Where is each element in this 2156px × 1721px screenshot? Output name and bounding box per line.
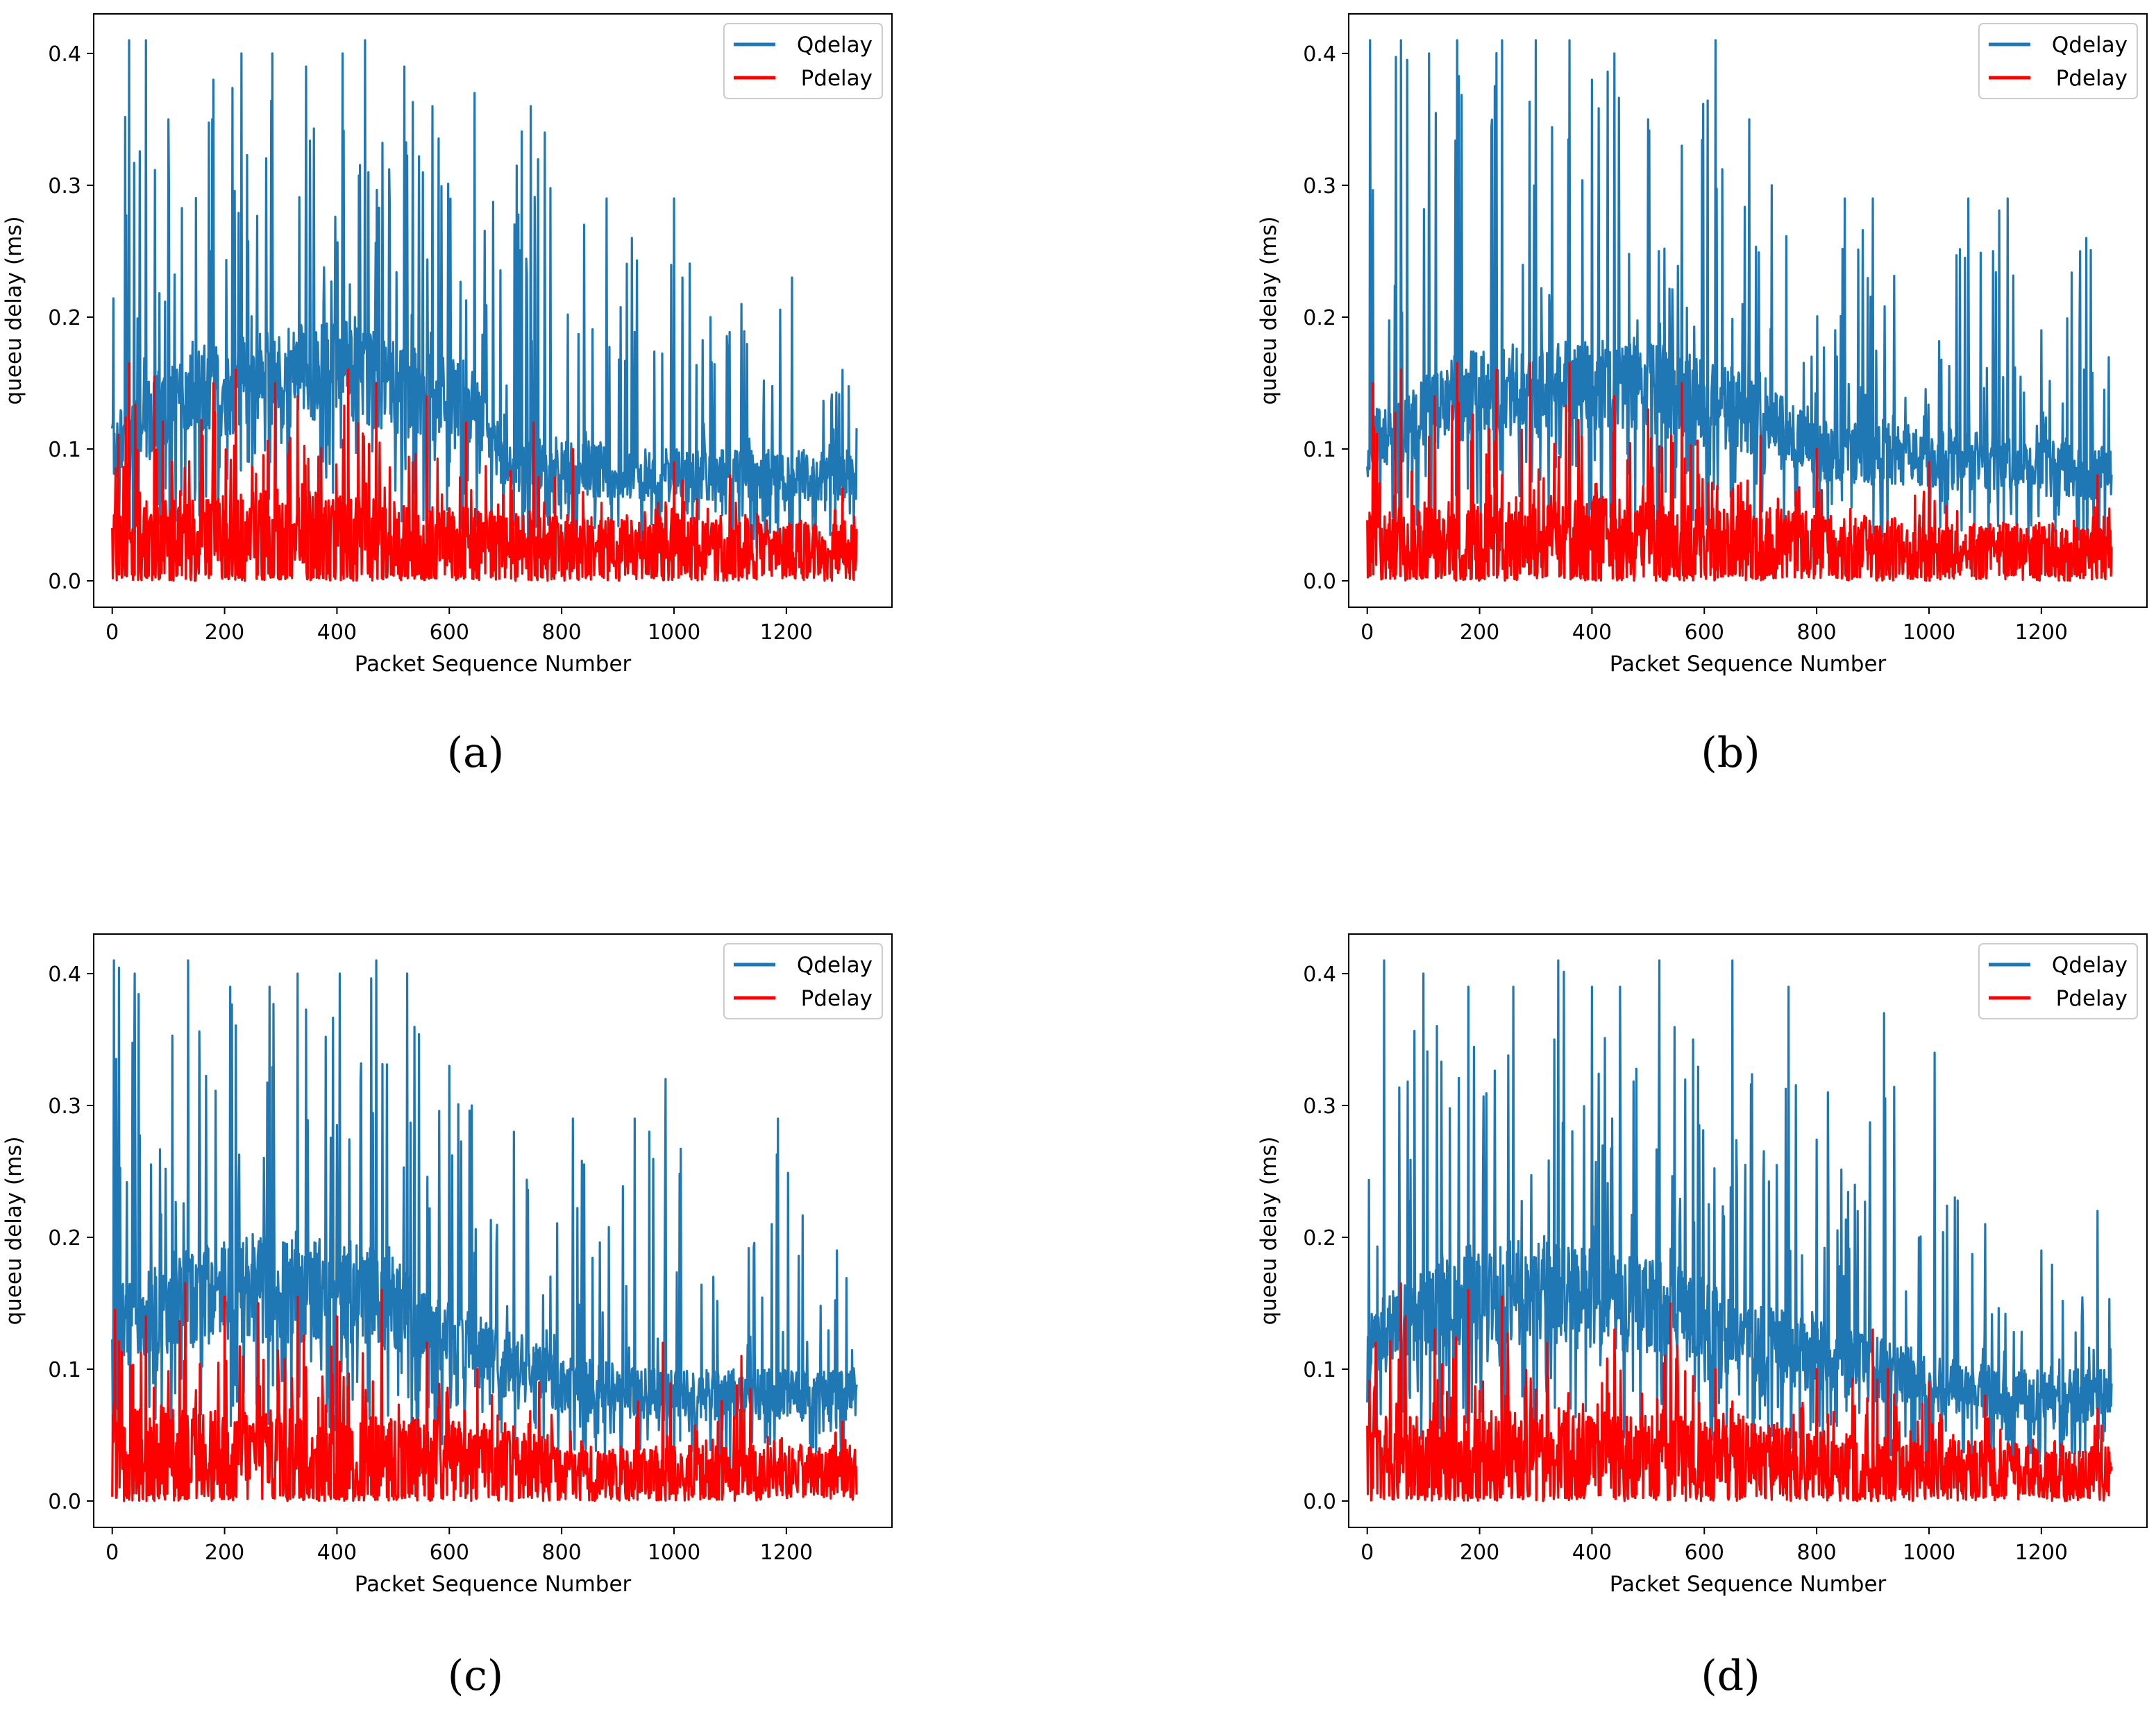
x-tick-label: 800: [542, 1541, 582, 1565]
y-tick-label: 0.4: [1303, 963, 1336, 987]
plot-area: [110, 39, 858, 582]
x-tick-label: 0: [1361, 1541, 1374, 1565]
x-tick-label: 600: [430, 1541, 469, 1565]
series-line-pdelay: [1366, 362, 2113, 582]
x-tick-label: 0: [106, 620, 119, 645]
x-tick-label: 1200: [760, 620, 813, 645]
x-tick-label: 0: [106, 1541, 119, 1565]
x-tick-label: 600: [1685, 1541, 1724, 1565]
legend-label-qdelay: Qdelay: [2052, 953, 2128, 978]
legend: Qdelay Pdelay: [1978, 23, 2138, 99]
series-line-qdelay: [111, 959, 858, 1470]
legend: Qdelay Pdelay: [723, 23, 883, 99]
legend-box: [723, 23, 883, 99]
x-tick-label: 800: [1797, 620, 1837, 645]
x-tick-label: 1200: [2015, 620, 2068, 645]
y-tick-label: 0.0: [1303, 570, 1336, 594]
x-tick-label: 200: [1460, 620, 1499, 645]
y-tick-label: 0.1: [1303, 438, 1336, 462]
y-tick-label: 0.3: [1303, 174, 1336, 198]
x-tick-label: 200: [1460, 1541, 1499, 1565]
legend-label-qdelay: Qdelay: [797, 953, 873, 978]
y-tick-label: 0.4: [48, 963, 81, 987]
axes-frame: [1348, 933, 2148, 1528]
legend-box: [1978, 23, 2138, 99]
x-tick-label: 1000: [648, 620, 700, 645]
x-tick-label: 1200: [2015, 1541, 2068, 1565]
subplot-a: 0 200 400 600 800 1000 1200 0.0 0.1 0.2 0.3 0.4 Pack…: [1, 13, 893, 777]
series-line-pdelay: [111, 362, 858, 582]
x-tick-label: 200: [205, 1541, 244, 1565]
x-tick-label: 400: [317, 620, 357, 645]
caption: (a): [447, 729, 505, 777]
plot-area: [1366, 39, 2113, 582]
x-tick-label: 1200: [760, 1541, 813, 1565]
axes-frame: [1348, 13, 2148, 608]
y-tick-label: 0.2: [48, 1226, 81, 1251]
y-tick-label: 0.2: [48, 306, 81, 330]
y-axis-label: queeu delay (ms): [1, 1136, 26, 1325]
x-tick-label: 1000: [1903, 1541, 1955, 1565]
y-tick-label: 0.4: [1303, 42, 1336, 67]
y-tick-label: 0.1: [48, 438, 81, 462]
legend-box: [723, 943, 883, 1019]
axes-frame: [93, 13, 893, 608]
plot-area: [1366, 959, 2113, 1502]
y-axis-label: queeu delay (ms): [1256, 1136, 1281, 1325]
legend-label-pdelay: Pdelay: [2056, 986, 2128, 1011]
legend: Qdelay Pdelay: [723, 943, 883, 1019]
legend-label-pdelay: Pdelay: [2056, 66, 2128, 91]
series-line-pdelay: [1366, 1282, 2113, 1502]
series-line-qdelay: [110, 39, 858, 550]
x-tick-label: 1000: [648, 1541, 700, 1565]
x-tick-label: 200: [205, 620, 244, 645]
caption: (c): [448, 1652, 503, 1700]
x-tick-label: 600: [430, 620, 469, 645]
x-tick-label: 800: [542, 620, 582, 645]
legend-label-pdelay: Pdelay: [801, 66, 873, 91]
y-axis-label: queeu delay (ms): [1, 216, 26, 405]
legend-label-qdelay: Qdelay: [2052, 33, 2128, 58]
plot-area: [111, 959, 858, 1502]
y-tick-label: 0.1: [1303, 1358, 1336, 1382]
y-tick-label: 0.0: [48, 1490, 81, 1514]
x-axis-label: Packet Sequence Number: [1610, 652, 1887, 677]
legend-label-qdelay: Qdelay: [797, 33, 873, 58]
y-tick-label: 0.3: [48, 174, 81, 198]
x-axis-label: Packet Sequence Number: [1610, 1572, 1887, 1597]
x-tick-label: 400: [1572, 620, 1612, 645]
y-tick-label: 0.3: [48, 1094, 81, 1119]
x-tick-label: 800: [1797, 1541, 1837, 1565]
y-tick-label: 0.2: [1303, 306, 1336, 330]
subplot-d: 0 200 400 600 800 1000 1200 0.0 0.1 0.2 0.3 0.4 Pack…: [1256, 933, 2148, 1700]
axes-frame: [93, 933, 893, 1528]
caption: (b): [1701, 729, 1760, 777]
caption: (d): [1701, 1652, 1760, 1700]
legend-label-pdelay: Pdelay: [801, 986, 873, 1011]
subplot-c: 0 200 400 600 800 1000 1200 0.0 0.1 0.2 0.3 0.4 Pack…: [1, 933, 893, 1700]
x-tick-label: 0: [1361, 620, 1374, 645]
y-tick-label: 0.3: [1303, 1094, 1336, 1119]
series-line-pdelay: [111, 1282, 858, 1502]
x-tick-label: 400: [317, 1541, 357, 1565]
y-tick-label: 0.0: [1303, 1490, 1336, 1514]
legend-box: [1978, 943, 2138, 1019]
x-tick-label: 400: [1572, 1541, 1612, 1565]
legend: Qdelay Pdelay: [1978, 943, 2138, 1019]
y-tick-label: 0.4: [48, 42, 81, 67]
y-tick-label: 0.2: [1303, 1226, 1336, 1251]
y-axis-label: queeu delay (ms): [1256, 216, 1281, 405]
y-tick-label: 0.1: [48, 1358, 81, 1382]
series-line-qdelay: [1366, 959, 2113, 1470]
y-tick-label: 0.0: [48, 570, 81, 594]
x-tick-label: 600: [1685, 620, 1724, 645]
x-axis-label: Packet Sequence Number: [355, 1572, 632, 1597]
x-axis-label: Packet Sequence Number: [355, 652, 632, 677]
x-tick-label: 1000: [1903, 620, 1955, 645]
subplot-b: 0 200 400 600 800 1000 1200 0.0 0.1 0.2 0.3 0.4 Pack…: [1256, 13, 2148, 777]
series-line-qdelay: [1366, 39, 2113, 547]
